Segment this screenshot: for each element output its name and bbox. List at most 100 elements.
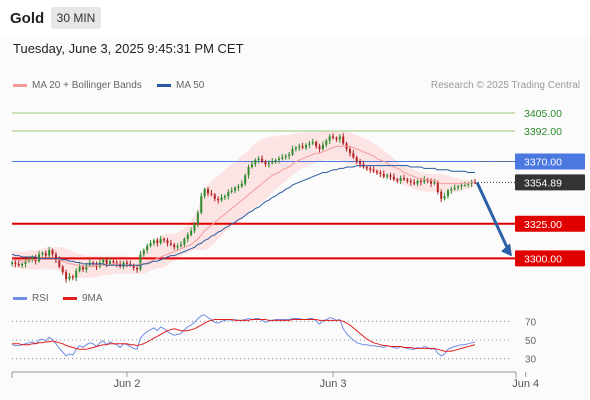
price-level-label: 3354.89 bbox=[524, 177, 562, 189]
candle-body bbox=[470, 182, 473, 184]
candle-body bbox=[355, 157, 358, 162]
candle-body bbox=[92, 262, 95, 264]
candle-body bbox=[403, 178, 406, 180]
candle-body bbox=[436, 182, 439, 192]
ma20-line bbox=[12, 145, 475, 268]
candle-body bbox=[271, 161, 274, 163]
candle-body bbox=[112, 261, 115, 263]
rsi-tick-label: 70 bbox=[525, 317, 537, 328]
candle-body bbox=[321, 144, 324, 149]
candle-body bbox=[457, 186, 460, 188]
candle-body bbox=[264, 161, 267, 165]
candle-body bbox=[227, 191, 230, 197]
candle-body bbox=[379, 172, 382, 174]
candle-body bbox=[125, 262, 128, 264]
candle-body bbox=[416, 180, 419, 184]
rsi-tick-label: 50 bbox=[525, 336, 537, 347]
candle-body bbox=[41, 252, 44, 255]
candle-body bbox=[433, 182, 436, 184]
candle-body bbox=[139, 254, 142, 270]
candle-body bbox=[325, 140, 328, 145]
candle-body bbox=[254, 160, 257, 165]
candle-body bbox=[288, 154, 291, 156]
candle-body bbox=[375, 171, 379, 173]
candle-body bbox=[328, 136, 331, 141]
candle-body bbox=[186, 234, 189, 239]
candle-body bbox=[54, 254, 57, 260]
candle-body bbox=[409, 180, 412, 183]
candle-body bbox=[122, 262, 125, 267]
x-tick-label: Jun 2 bbox=[113, 378, 140, 390]
candle-body bbox=[473, 182, 477, 184]
candle-body bbox=[220, 197, 223, 201]
candle-body bbox=[284, 155, 287, 158]
candle-body bbox=[98, 262, 101, 267]
rsi-swatch bbox=[13, 296, 27, 300]
candle-body bbox=[78, 266, 81, 271]
candle-body bbox=[75, 270, 78, 278]
candle-body bbox=[382, 173, 385, 177]
candle-body bbox=[305, 144, 308, 148]
credit-text: Research © 2025 Trading Central bbox=[430, 80, 580, 91]
candle-body bbox=[183, 239, 186, 245]
candle-body bbox=[294, 147, 297, 149]
candle-body bbox=[115, 262, 118, 264]
instrument-title: Gold bbox=[10, 10, 45, 27]
candle-body bbox=[156, 240, 159, 244]
candle-body bbox=[332, 136, 335, 138]
candle-body bbox=[338, 136, 341, 140]
timeframe-selector[interactable]: 30 MIN bbox=[51, 7, 101, 29]
candle-body bbox=[200, 196, 203, 213]
legend-ma20-label: MA 20 + Bollinger Bands bbox=[32, 80, 142, 91]
candle-body bbox=[223, 196, 226, 198]
legend-rsi: RSI bbox=[13, 293, 49, 304]
candle-body bbox=[446, 190, 449, 197]
candle-body bbox=[443, 196, 446, 199]
candle-body bbox=[85, 265, 88, 270]
ma50-line bbox=[11, 165, 475, 266]
candle-body bbox=[169, 243, 172, 245]
candle-body bbox=[17, 263, 20, 266]
price-label-bg-2 bbox=[515, 153, 585, 170]
projection-arrowhead bbox=[501, 243, 512, 257]
candle-body bbox=[108, 261, 112, 264]
candle-body bbox=[14, 262, 17, 264]
candle-body bbox=[10, 262, 14, 264]
candle-body bbox=[163, 239, 166, 241]
candle-body bbox=[318, 146, 321, 149]
ma20-swatch bbox=[13, 83, 27, 87]
candle-body bbox=[61, 266, 64, 273]
candle-body bbox=[453, 187, 456, 190]
projection-arrow-shaft bbox=[475, 181, 510, 251]
candle-body bbox=[142, 250, 145, 255]
candles bbox=[10, 133, 477, 283]
price-label-bg-5 bbox=[515, 250, 585, 267]
candle-body bbox=[48, 250, 51, 256]
price-level-label: 3392.00 bbox=[524, 126, 562, 138]
bollinger-band bbox=[12, 131, 475, 278]
timestamp: Tuesday, June 3, 2025 9:45:31 PM CET bbox=[13, 41, 244, 56]
candle-body bbox=[372, 169, 375, 172]
candle-body bbox=[173, 244, 176, 248]
ma50-swatch bbox=[157, 83, 171, 87]
candle-body bbox=[203, 189, 206, 197]
candle-body bbox=[301, 146, 304, 148]
price-level-label: 3370.00 bbox=[524, 156, 562, 168]
legend-9ma: 9MA bbox=[63, 293, 103, 304]
legend-ma50: MA 50 bbox=[157, 80, 204, 91]
candle-body bbox=[44, 252, 47, 256]
candle-body bbox=[406, 179, 409, 181]
candle-body bbox=[51, 250, 54, 255]
candle-body bbox=[129, 263, 132, 266]
candle-body bbox=[34, 257, 37, 262]
price-label-bg-4 bbox=[515, 215, 585, 232]
candle-body bbox=[311, 142, 314, 144]
candle-body bbox=[159, 239, 162, 244]
candle-body bbox=[65, 272, 68, 280]
candle-body bbox=[392, 176, 395, 180]
candle-body bbox=[207, 189, 210, 194]
candle-body bbox=[365, 167, 368, 169]
price-level-label: 3405.00 bbox=[524, 108, 562, 120]
candle-body bbox=[193, 223, 196, 231]
